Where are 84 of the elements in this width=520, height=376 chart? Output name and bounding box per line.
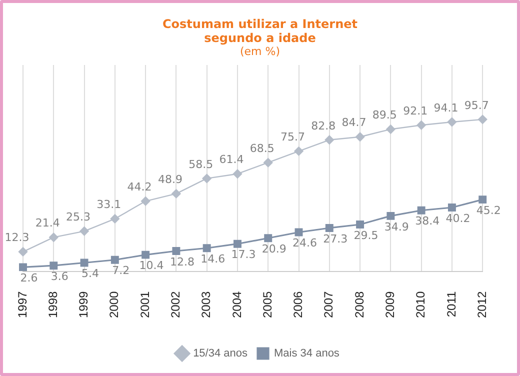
point (294, 228, 303, 236)
x-tick-label: 2001 (138, 290, 152, 318)
point (18, 247, 28, 256)
data-label: 27.3 (323, 232, 348, 246)
point (264, 158, 273, 168)
point (355, 132, 365, 142)
x-tick-label: 2010 (414, 290, 428, 318)
x-tick-label: 2008 (352, 290, 366, 318)
data-label: 24.6 (292, 236, 318, 250)
point (478, 114, 488, 124)
data-label: 5.4 (82, 267, 100, 280)
x-tick-label: 1999 (76, 290, 91, 318)
point (80, 258, 88, 267)
x-tick-label: 1998 (46, 290, 60, 318)
data-label: 34.9 (384, 220, 409, 234)
data-label: 75.7 (280, 130, 306, 144)
point (234, 240, 242, 248)
point (416, 120, 426, 130)
point (294, 146, 304, 156)
point (140, 196, 150, 206)
point (324, 135, 334, 145)
x-tick-label: 2006 (291, 290, 306, 318)
data-label: 20.9 (262, 242, 286, 256)
data-label: 95.7 (464, 98, 489, 112)
data-label: 94.1 (434, 101, 458, 114)
data-label: 82.8 (311, 119, 336, 132)
chart-title: Costumam utilizar a Internet segundo a idade (161, 17, 359, 45)
point (172, 189, 181, 198)
x-tick-label: 2007 (322, 290, 336, 318)
point (386, 124, 396, 134)
point (264, 234, 272, 242)
point (448, 204, 456, 212)
x-tick-label: 2009 (382, 290, 397, 318)
data-label: 33.1 (96, 198, 122, 212)
point (202, 244, 211, 252)
data-label: 2.6 (20, 272, 38, 285)
point (110, 214, 120, 224)
data-label: 84.7 (342, 116, 366, 130)
point (325, 224, 334, 232)
point (356, 220, 364, 228)
chart-subtitle: (em %) (238, 45, 281, 59)
point (202, 174, 212, 184)
point (417, 206, 426, 214)
data-label: 17.3 (231, 248, 256, 262)
data-label: 14.6 (200, 252, 226, 266)
data-label: 40.2 (446, 212, 470, 225)
data-label: 25.3 (66, 210, 91, 224)
x-tick-label: 2003 (199, 290, 214, 318)
data-label: 68.5 (250, 142, 274, 155)
data-label: 44.2 (127, 180, 152, 194)
point (447, 117, 457, 127)
data-label: 21.4 (35, 216, 60, 230)
x-tick-label: 2004 (230, 290, 244, 318)
point (386, 212, 395, 220)
point (478, 196, 487, 204)
data-label: 3.6 (50, 270, 68, 283)
x-tick-label: 2000 (107, 290, 122, 318)
data-label: 48.9 (158, 173, 182, 186)
data-label: 12.8 (170, 255, 194, 268)
point (49, 232, 58, 242)
point (142, 250, 150, 259)
data-label: 7.2 (112, 264, 130, 278)
legend-label: 15/34 anos (193, 348, 248, 360)
data-label: 38.4 (415, 214, 440, 228)
point (19, 263, 27, 272)
data-label: 45.2 (476, 204, 501, 217)
data-label: 92.1 (403, 104, 428, 118)
legend-label: Mais 34 anos (274, 348, 340, 360)
x-tick-label: 2002 (168, 290, 183, 318)
data-label: 10.4 (139, 259, 164, 272)
data-label: 89.5 (372, 108, 397, 122)
data-label: 61.4 (219, 153, 244, 166)
point (80, 226, 89, 236)
point (50, 262, 58, 270)
data-label: 58.5 (188, 158, 214, 171)
x-tick-label: 2012 (474, 290, 489, 318)
point (232, 169, 242, 178)
x-tick-label: 2011 (444, 290, 458, 318)
point (110, 256, 119, 264)
x-tick-label: 1997 (15, 290, 30, 318)
x-tick-label: 2005 (260, 290, 274, 318)
point (172, 247, 180, 255)
data-label: 29.5 (354, 228, 378, 242)
data-label: 12.3 (4, 231, 30, 244)
